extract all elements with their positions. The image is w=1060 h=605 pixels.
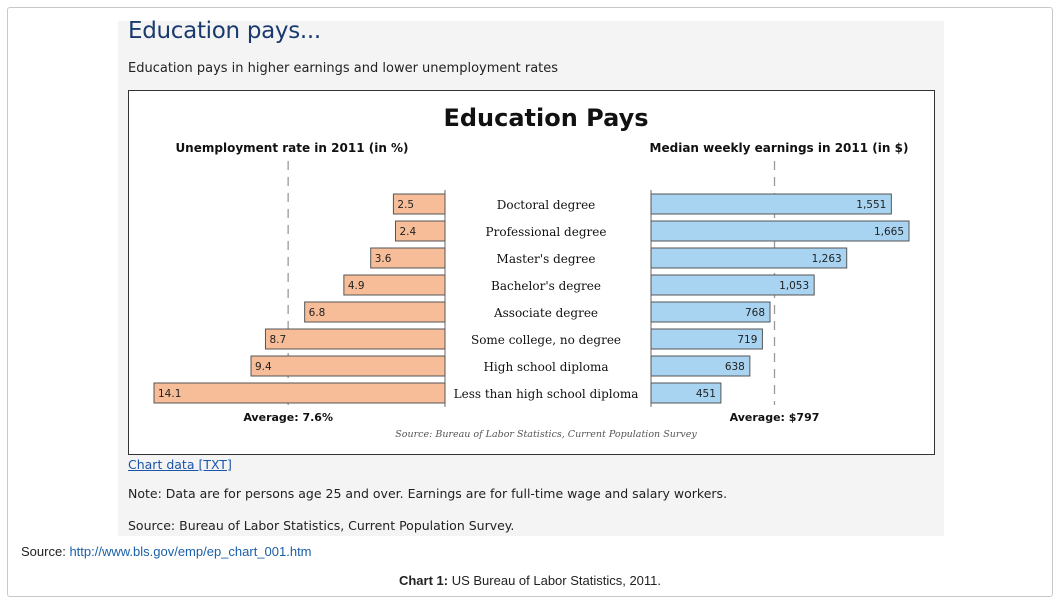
earnings-bar bbox=[650, 220, 910, 242]
earnings-bar bbox=[650, 328, 763, 350]
earnings-average-label: Average: $797 bbox=[730, 411, 820, 424]
earnings-value-label: 638 bbox=[725, 361, 745, 373]
earnings-bar bbox=[650, 301, 771, 323]
unemployment-bar bbox=[370, 247, 446, 269]
right-panel-title: Median weekly earnings in 2011 (in $) bbox=[650, 141, 909, 155]
chart-title: Education Pays bbox=[443, 104, 648, 132]
unemployment-bar bbox=[250, 355, 446, 377]
unemployment-bar bbox=[304, 301, 446, 323]
unemployment-bar bbox=[153, 382, 446, 404]
earnings-bar bbox=[650, 274, 815, 296]
source-prefix: Source: bbox=[21, 544, 66, 559]
unemployment-average-label: Average: 7.6% bbox=[243, 411, 333, 424]
unemployment-value-label: 2.4 bbox=[399, 226, 416, 238]
earnings-value-label: 768 bbox=[745, 307, 765, 319]
earnings-value-label: 1,053 bbox=[779, 280, 809, 292]
category-label: Some college, no degree bbox=[471, 333, 621, 347]
unemployment-bar bbox=[392, 193, 446, 215]
earnings-value-label: 1,665 bbox=[874, 226, 904, 238]
education-pays-chart: Education Pays Unemployment rate in 2011 … bbox=[153, 104, 910, 440]
chart-data-link[interactable]: Chart data [TXT] bbox=[128, 457, 232, 472]
figure-caption: Chart 1: US Bureau of Labor Statistics, … bbox=[0, 573, 1060, 588]
unemployment-value-label: 3.6 bbox=[375, 253, 392, 265]
panel-subheading: Education pays in higher earnings and lo… bbox=[128, 61, 559, 76]
panel-heading: Education pays... bbox=[128, 18, 321, 44]
unemployment-value-label: 9.4 bbox=[255, 361, 272, 373]
earnings-value-label: 719 bbox=[737, 334, 757, 346]
earnings-value-label: 1,263 bbox=[812, 253, 842, 265]
earnings-bar bbox=[650, 355, 751, 377]
earnings-bar bbox=[650, 247, 848, 269]
category-label: Master's degree bbox=[497, 252, 596, 266]
category-label: Doctoral degree bbox=[497, 198, 596, 212]
earnings-value-label: 451 bbox=[696, 388, 716, 400]
unemployment-value-label: 2.5 bbox=[397, 199, 414, 211]
panel-source: Source: Bureau of Labor Statistics, Curr… bbox=[128, 518, 515, 533]
category-label: Associate degree bbox=[493, 306, 598, 320]
unemployment-bar bbox=[394, 220, 446, 242]
figure-frame bbox=[7, 7, 1053, 597]
chart-source: Source: Bureau of Labor Statistics, Curr… bbox=[395, 429, 697, 440]
caption-text: US Bureau of Labor Statistics, 2011. bbox=[451, 573, 662, 588]
source-line: Source: http://www.bls.gov/emp/ep_chart_… bbox=[21, 544, 312, 559]
unemployment-bar bbox=[264, 328, 446, 350]
chart-note: Note: Data are for persons age 25 and ov… bbox=[128, 486, 728, 501]
caption-label: Chart 1: bbox=[398, 573, 449, 588]
unemployment-value-label: 4.9 bbox=[348, 280, 365, 292]
earnings-bar bbox=[650, 193, 892, 215]
category-label: Less than high school diploma bbox=[454, 387, 639, 401]
category-label: Bachelor's degree bbox=[491, 279, 601, 293]
earnings-value-label: 1,551 bbox=[856, 199, 886, 211]
unemployment-bar bbox=[343, 274, 446, 296]
unemployment-value-label: 8.7 bbox=[269, 334, 286, 346]
source-url-link[interactable]: http://www.bls.gov/emp/ep_chart_001.htm bbox=[69, 544, 312, 559]
unemployment-value-label: 14.1 bbox=[158, 388, 181, 400]
category-label: Professional degree bbox=[486, 225, 607, 239]
left-panel-title: Unemployment rate in 2011 (in %) bbox=[175, 141, 408, 155]
category-label: High school diploma bbox=[483, 360, 608, 374]
earnings-bar bbox=[650, 382, 722, 404]
chart-container: Education Pays Unemployment rate in 2011 … bbox=[128, 90, 935, 455]
unemployment-value-label: 6.8 bbox=[309, 307, 326, 319]
